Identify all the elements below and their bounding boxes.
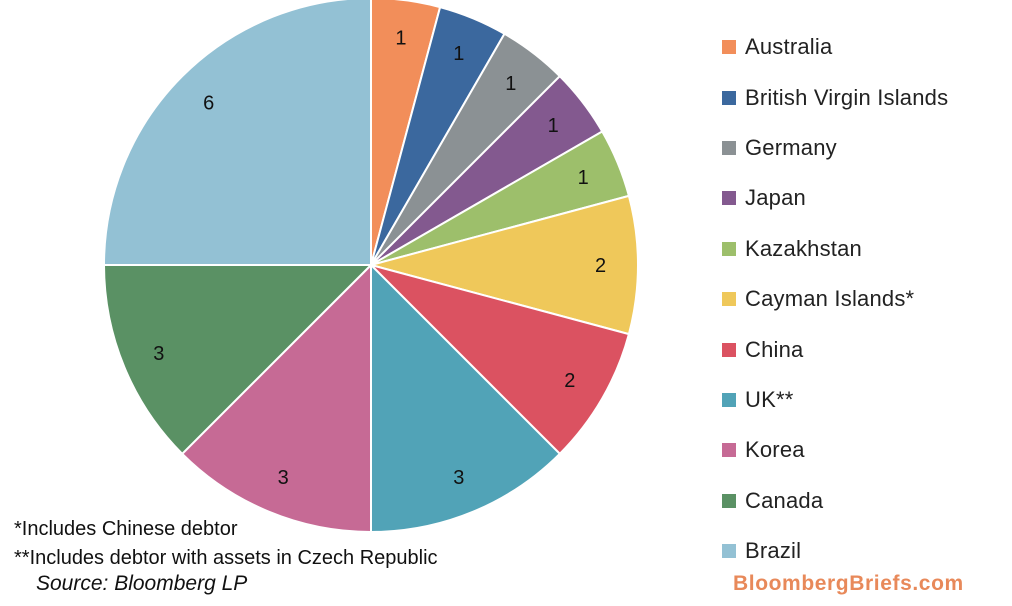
legend: Australia British Virgin Islands Germany Ja… [722,22,948,576]
legend-label: UK** [745,386,794,412]
slice-value-label-japan: 1 [548,115,559,137]
legend-swatch [722,342,736,357]
pie-slice-cayman-islands [367,194,639,336]
brand-logo-text: BloombergBriefs.com [733,572,964,595]
legend-item-korea: Korea [722,425,948,475]
legend-label: Japan [745,185,806,211]
legend-label: Korea [745,437,805,463]
legend-label: China [745,336,804,362]
legend-item-canada: Canada [722,476,948,526]
legend-swatch [722,392,736,407]
slice-value-label-british-virgin-islands: 1 [453,43,464,65]
slice-value-label-canada: 3 [153,343,164,365]
pie-slice-uk [370,262,562,534]
pie-slice-brazil [102,0,372,266]
legend-label: Cayman Islands* [745,286,915,312]
legend-swatch [722,90,736,105]
slice-value-label-cayman-islands: 2 [595,255,606,277]
pie-slice-korea [180,262,372,534]
slice-value-label-germany: 1 [505,73,516,95]
legend-swatch [722,544,736,559]
slice-value-label-china: 2 [564,370,575,392]
source-text: Source: Bloomberg LP [36,572,248,595]
legend-item-japan: Japan [722,173,948,223]
legend-label: Brazil [745,538,802,564]
pie-value-labels: 1 1 1 1 1 2 2 3 3 3 6 [153,27,606,489]
legend-swatch [722,493,736,508]
legend-item-australia: Australia [722,22,948,72]
slice-value-label-kazakhstan: 1 [578,167,589,189]
legend-swatch [722,191,736,206]
legend-swatch [722,40,736,55]
legend-item-uk: UK** [722,375,948,425]
legend-swatch [722,292,736,307]
legend-item-china: China [722,324,948,374]
legend-item-cayman-islands: Cayman Islands* [722,274,948,324]
slice-value-label-australia: 1 [395,27,406,49]
footnote-2: **Includes debtor with assets in Czech R… [14,547,438,569]
legend-item-kazakhstan: Kazakhstan [722,224,948,274]
legend-label: Canada [745,487,824,513]
legend-swatch [722,241,736,256]
slice-value-label-uk: 3 [453,467,464,489]
legend-swatch [722,443,736,458]
legend-item-brazil: Brazil [722,526,948,576]
legend-item-germany: Germany [722,123,948,173]
legend-label: Germany [745,134,837,160]
legend-swatch [722,140,736,155]
footnote-1: *Includes Chinese debtor [14,518,238,540]
slice-value-label-korea: 3 [278,467,289,489]
legend-label: British Virgin Islands [745,84,949,110]
legend-label: Australia [745,34,833,60]
pie-slices [102,0,639,534]
legend-item-british-virgin-islands: British Virgin Islands [722,72,948,122]
pie-slice-canada [102,264,374,456]
slice-value-label-brazil: 6 [203,93,214,115]
pie-slice-china [367,263,631,456]
legend-label: Kazakhstan [745,235,862,261]
